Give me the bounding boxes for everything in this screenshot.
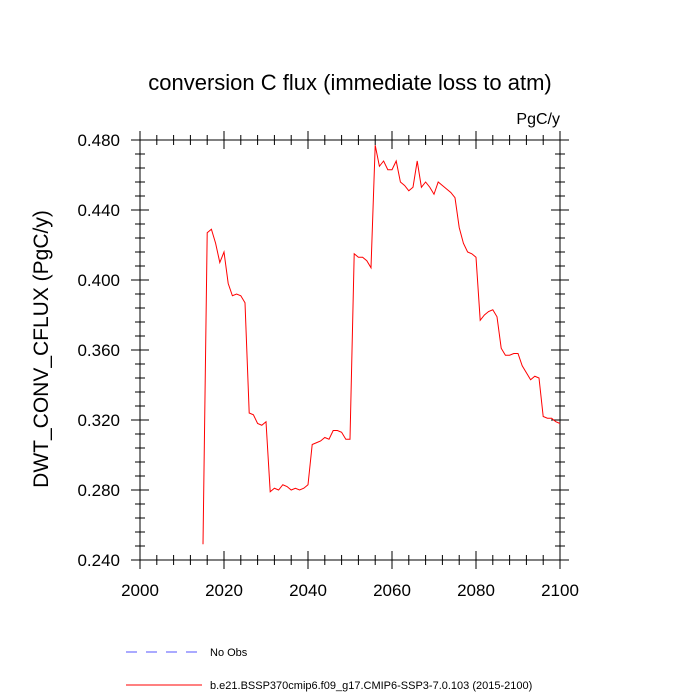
y-tick-label: 0.360 [77, 341, 120, 360]
y-tick-label: 0.480 [77, 131, 120, 150]
x-tick-label: 2000 [121, 581, 159, 600]
plot-frame [139, 139, 561, 561]
units-label: PgC/y [516, 111, 560, 128]
legend-label: b.e21.BSSP370cmip6.f09_g17.CMIP6-SSP3-7.… [210, 680, 532, 692]
legend-label: No Obs [210, 647, 248, 659]
y-tick-label: 0.320 [77, 411, 120, 430]
y-tick-label: 0.280 [77, 481, 120, 500]
y-axis-label: DWT_CONV_CFLUX (PgC/y) [30, 210, 53, 488]
x-tick-label: 2020 [205, 581, 243, 600]
series-line [202, 145, 561, 545]
plot-area: 2000 2020 2040 2060 2080 2100 0.240 0.280 0.320 0… [77, 131, 579, 600]
y-tick-label: 0.400 [77, 271, 120, 290]
x-tick-label: 2060 [373, 581, 411, 600]
legend: No Obs b.e21.BSSP370cmip6.f09_g17.CMIP6-S… [126, 647, 532, 692]
chart-title: conversion C flux (immediate loss to atm… [148, 70, 551, 95]
y-tick-label: 0.440 [77, 201, 120, 220]
x-tick-label: 2100 [541, 581, 579, 600]
y-tick-label: 0.240 [77, 551, 120, 570]
x-tick-label: 2080 [457, 581, 495, 600]
x-tick-label: 2040 [289, 581, 327, 600]
